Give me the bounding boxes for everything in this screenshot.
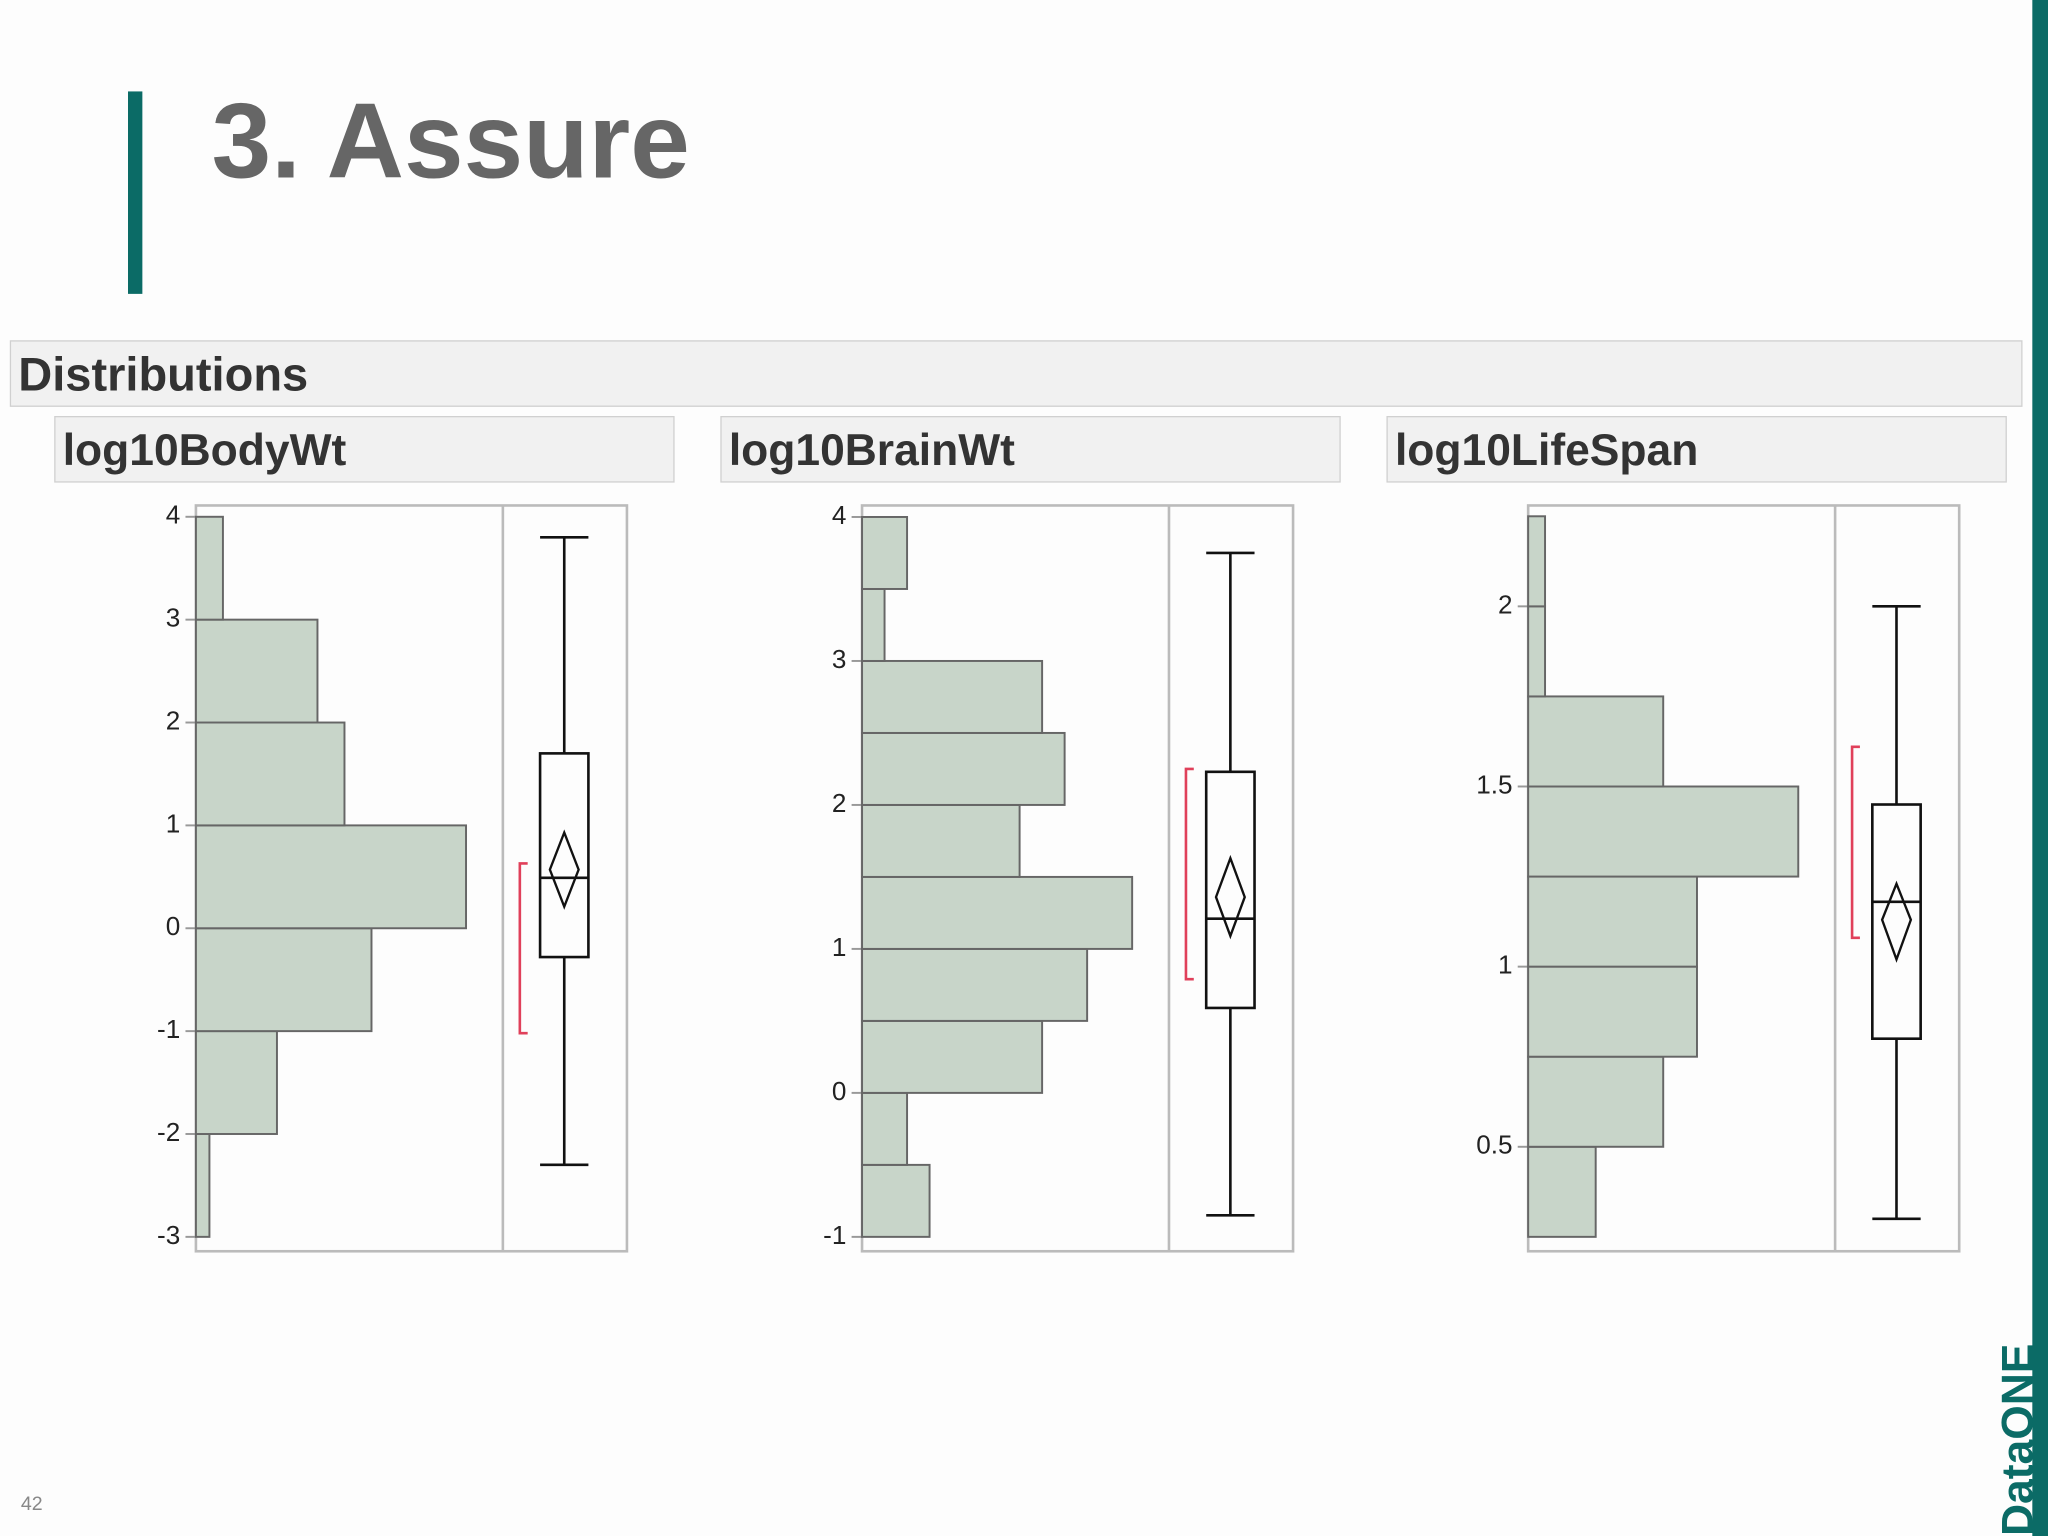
- bar: [194, 927, 373, 1033]
- y-tick-label: 1: [1498, 950, 1513, 980]
- bar: [1527, 695, 1665, 788]
- y-tick-label: -3: [157, 1220, 180, 1250]
- y-tick-label: 0: [832, 1076, 847, 1106]
- y-tick-label: 0: [166, 911, 181, 941]
- page-number: 42: [21, 1493, 43, 1515]
- bar: [861, 587, 886, 662]
- chart-header: [54, 416, 675, 483]
- bar: [1527, 515, 1547, 608]
- y-tick-label: -1: [157, 1014, 180, 1044]
- y-tick-label: 2: [832, 788, 847, 818]
- chart-title: log10BodyWt: [63, 426, 347, 475]
- bar: [194, 515, 224, 621]
- y-tick-label: 0.5: [1476, 1130, 1512, 1160]
- shortest-half: [1850, 745, 1860, 940]
- bar: [194, 824, 468, 930]
- bar: [861, 947, 1089, 1022]
- bar: [1527, 965, 1698, 1058]
- y-tick-label: 1.5: [1476, 769, 1512, 799]
- chart-title: log10LifeSpan: [1395, 426, 1698, 475]
- bar: [1527, 785, 1800, 878]
- title-accent: [128, 91, 143, 294]
- bar: [861, 659, 1044, 734]
- bar: [194, 721, 346, 827]
- y-tick-label: 2: [166, 705, 181, 735]
- bar: [861, 1019, 1044, 1094]
- bar: [861, 516, 909, 590]
- y-tick-label: 3: [832, 644, 847, 674]
- chart-header: [720, 416, 1341, 483]
- bar: [861, 1163, 931, 1238]
- panel-title: Distributions: [18, 348, 308, 401]
- logo: DataONE: [1993, 1344, 2042, 1536]
- y-tick-label: -2: [157, 1117, 180, 1147]
- slide-title: 3. Assure: [212, 81, 690, 201]
- y-tick-label: 4: [166, 500, 181, 530]
- bar: [861, 803, 1021, 878]
- bar: [861, 1091, 909, 1166]
- y-tick-label: 4: [832, 500, 847, 530]
- bar: [194, 1030, 278, 1135]
- y-tick-label: -1: [823, 1220, 846, 1250]
- shortest-half: [1184, 767, 1194, 981]
- edge-strip: [2032, 0, 2048, 1536]
- bar: [194, 1133, 211, 1238]
- bar: [1527, 875, 1698, 968]
- mean-diamond: [1214, 854, 1246, 940]
- bar: [861, 731, 1066, 806]
- box: [1871, 803, 1922, 1041]
- bar: [861, 875, 1134, 950]
- box: [538, 752, 590, 959]
- bar: [194, 618, 319, 724]
- chart-header: [1386, 416, 2007, 483]
- mean-diamond: [548, 829, 580, 910]
- mean-diamond: [1880, 880, 1913, 963]
- panel-header: [9, 340, 2023, 407]
- y-tick-label: 2: [1498, 589, 1513, 619]
- bar: [1527, 1145, 1597, 1238]
- y-tick-label: 3: [166, 603, 181, 633]
- shortest-half: [518, 862, 528, 1035]
- bar: [1527, 1055, 1665, 1148]
- box: [1204, 770, 1256, 1010]
- y-tick-label: 1: [832, 932, 847, 962]
- chart-title: log10BrainWt: [729, 426, 1015, 475]
- bar: [1527, 605, 1547, 698]
- y-tick-label: 1: [166, 808, 181, 838]
